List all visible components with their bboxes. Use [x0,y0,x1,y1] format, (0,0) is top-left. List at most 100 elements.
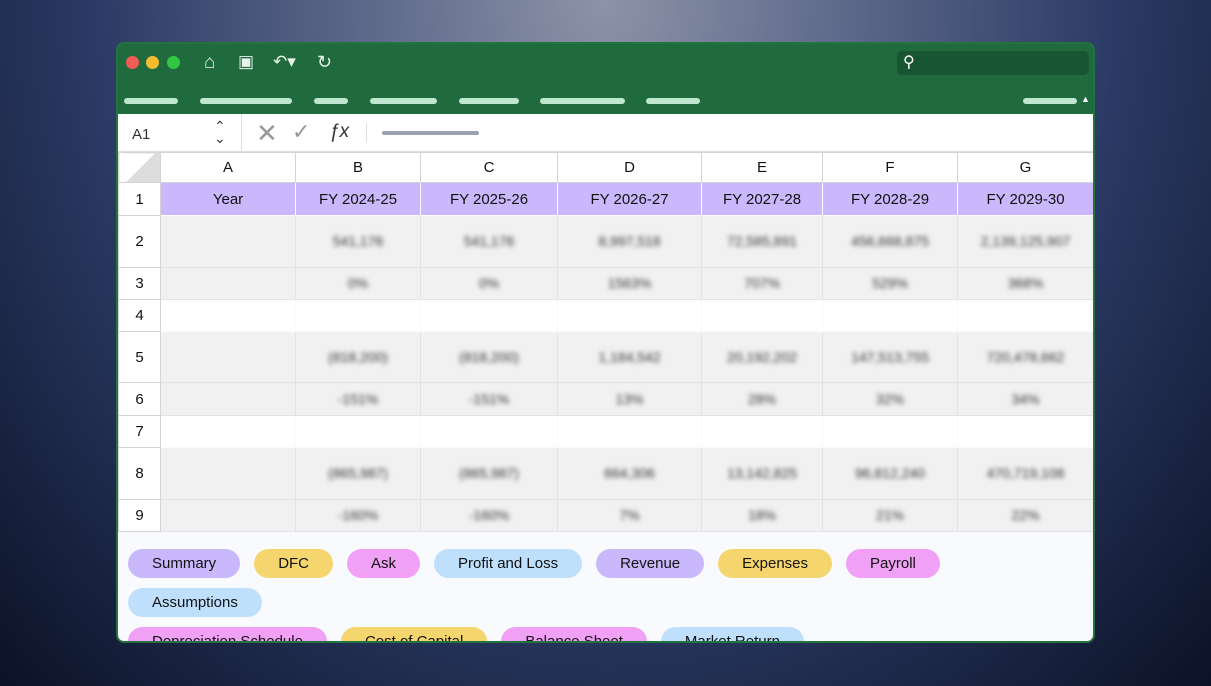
close-button[interactable] [126,56,139,69]
column-header[interactable]: C [420,152,558,183]
sheet-tab[interactable]: Expenses [718,549,833,578]
sheet-tab[interactable]: Balance Sheet [501,627,647,641]
cell[interactable] [957,415,1093,448]
sheet-tab[interactable]: Summary [128,549,241,578]
ribbon-tab[interactable] [124,98,178,104]
save-icon[interactable]: ▣ [238,52,255,71]
cell[interactable] [295,299,421,332]
column-header[interactable]: D [557,152,702,183]
ribbon-tab[interactable] [370,98,437,104]
sheet-tab[interactable]: Payroll [846,549,940,578]
cell[interactable] [160,331,296,383]
cell[interactable]: 368% [957,267,1093,300]
cell[interactable]: 720,478,662 [957,331,1093,383]
ribbon-tab[interactable] [540,98,625,104]
cell[interactable]: 96,812,240 [822,447,958,500]
cell[interactable] [160,499,296,532]
cell[interactable]: 529% [822,267,958,300]
formula-input[interactable] [382,131,479,135]
row-header[interactable]: 2 [118,215,161,268]
cell[interactable] [420,299,558,332]
column-header[interactable]: B [295,152,421,183]
cell[interactable]: 32% [822,382,958,416]
row-header[interactable]: 6 [118,382,161,416]
cell[interactable]: (818,200) [295,331,421,383]
select-all-corner[interactable] [118,152,161,183]
cell[interactable]: FY 2025-26 [420,182,558,216]
cell[interactable] [160,382,296,416]
cell[interactable]: Year [160,182,296,216]
cell[interactable]: 147,513,755 [822,331,958,383]
refresh-icon[interactable]: ↻ [317,52,333,72]
row-header[interactable]: 4 [118,299,161,332]
undo-icon[interactable]: ↶▾ [273,52,296,71]
row-header[interactable]: 8 [118,447,161,500]
cell[interactable]: -160% [420,499,558,532]
cell[interactable]: 470,719,108 [957,447,1093,500]
cell[interactable]: 13,142,825 [701,447,823,500]
cell[interactable]: -151% [295,382,421,416]
cell[interactable] [160,299,296,332]
sheet-tab[interactable]: DFC [254,549,334,578]
cell[interactable]: -151% [420,382,558,416]
sheet-tab[interactable]: Profit and Loss [434,549,583,578]
column-header[interactable]: G [957,152,1093,183]
sheet-tab[interactable]: Cost of Capital [340,627,488,641]
cell[interactable] [160,267,296,300]
stepper-icon[interactable]: ⌃ ⌄ [214,118,226,146]
ribbon-tab[interactable] [1023,98,1077,104]
cell[interactable]: (865,987) [295,447,421,500]
cell[interactable]: 1563% [557,267,702,300]
cell[interactable]: 8,997,518 [557,215,702,268]
cell[interactable]: FY 2029-30 [957,182,1093,216]
column-header[interactable]: E [701,152,823,183]
cell[interactable]: 22% [957,499,1093,532]
cell[interactable]: 72,585,891 [701,215,823,268]
search-input[interactable]: ⚲ [897,51,1089,75]
cell[interactable] [822,299,958,332]
cell[interactable] [822,415,958,448]
minimize-button[interactable] [146,56,159,69]
cell[interactable]: 13% [557,382,702,416]
row-header[interactable]: 5 [118,331,161,383]
cell[interactable] [160,447,296,500]
ribbon-tab[interactable] [314,98,348,104]
sheet-tab[interactable]: Ask [347,549,421,578]
cell[interactable]: 456,668,875 [822,215,958,268]
ribbon-tab[interactable] [200,98,292,104]
function-icon[interactable]: ƒx [329,121,350,142]
cell[interactable] [160,415,296,448]
cell[interactable]: (865,987) [420,447,558,500]
maximize-button[interactable] [167,56,180,69]
cell[interactable]: 2,139,125,907 [957,215,1093,268]
cell[interactable] [160,215,296,268]
sheet-tab[interactable]: Market Return [660,627,804,641]
cell[interactable] [295,415,421,448]
collapse-ribbon-icon[interactable]: ▲ [1081,94,1090,104]
cell[interactable] [557,299,702,332]
cell[interactable]: 664,306 [557,447,702,500]
cell[interactable]: 0% [420,267,558,300]
cell[interactable]: 0% [295,267,421,300]
cell[interactable]: 1,184,542 [557,331,702,383]
cell[interactable]: FY 2026-27 [557,182,702,216]
cell[interactable]: 34% [957,382,1093,416]
home-icon[interactable]: ⌂ [204,52,216,73]
cell[interactable]: FY 2024-25 [295,182,421,216]
column-header[interactable]: F [822,152,958,183]
sheet-tab[interactable]: Revenue [596,549,705,578]
cell[interactable] [701,415,823,448]
cancel-icon[interactable]: ✕ [256,118,278,148]
cell[interactable]: 28% [701,382,823,416]
cell[interactable]: FY 2028-29 [822,182,958,216]
cell[interactable]: 21% [822,499,958,532]
name-box[interactable]: A1 [132,126,151,143]
row-header[interactable]: 9 [118,499,161,532]
row-header[interactable]: 1 [118,182,161,216]
confirm-icon[interactable]: ✓ [292,119,311,144]
cell[interactable]: 18% [701,499,823,532]
row-header[interactable]: 7 [118,415,161,448]
row-header[interactable]: 3 [118,267,161,300]
cell[interactable] [957,299,1093,332]
cell[interactable]: 7% [557,499,702,532]
